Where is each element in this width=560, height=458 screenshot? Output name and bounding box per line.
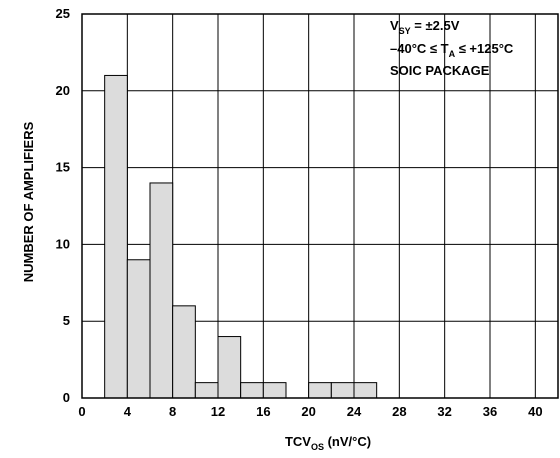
histogram-bar (194, 382, 219, 399)
y-tick-label: 5 (63, 313, 70, 328)
y-tick-label: 10 (56, 236, 70, 251)
histogram-bar (308, 382, 332, 399)
annotation-supply: VSY = ±2.5V (390, 18, 460, 36)
x-axis-label: TCVOS (nV/°C) (285, 434, 371, 452)
y-tick-label: 20 (56, 83, 70, 98)
histogram-bar (149, 182, 174, 399)
x-tick-label: 0 (78, 404, 85, 419)
histogram-bar (172, 305, 196, 399)
y-axis-label: NUMBER OF AMPLIFIERS (21, 121, 36, 282)
histogram-bar (262, 382, 287, 399)
histogram-bar (353, 382, 378, 399)
histogram-bar (240, 382, 264, 399)
x-tick-label: 40 (528, 404, 542, 419)
y-tick-labels: 0 5 10 15 20 25 (56, 6, 70, 405)
y-tick-label: 15 (56, 160, 70, 175)
annotation-box: VSY = ±2.5V –40°C ≤ TA ≤ +125°C SOIC PAC… (390, 18, 514, 78)
annotation-package: SOIC PACKAGE (390, 63, 490, 78)
y-tick-label: 25 (56, 6, 70, 21)
x-tick-label: 12 (211, 404, 225, 419)
x-tick-label: 8 (169, 404, 176, 419)
x-tick-labels: 0 4 8 12 16 20 24 28 32 36 40 (78, 404, 542, 419)
x-tick-label: 20 (301, 404, 315, 419)
x-tick-label: 28 (392, 404, 406, 419)
bars (104, 74, 378, 399)
histogram-bar (217, 336, 242, 399)
x-tick-label: 32 (437, 404, 451, 419)
histogram-bar (104, 74, 128, 399)
histogram-bar (330, 382, 355, 399)
x-tick-label: 4 (124, 404, 132, 419)
plot-frame (81, 13, 559, 399)
y-tick-label: 0 (63, 390, 70, 405)
histogram-bar (126, 259, 151, 399)
x-tick-label: 16 (256, 404, 270, 419)
x-tick-label: 36 (483, 404, 497, 419)
annotation-temp: –40°C ≤ TA ≤ +125°C (390, 41, 514, 59)
x-tick-label: 24 (347, 404, 362, 419)
